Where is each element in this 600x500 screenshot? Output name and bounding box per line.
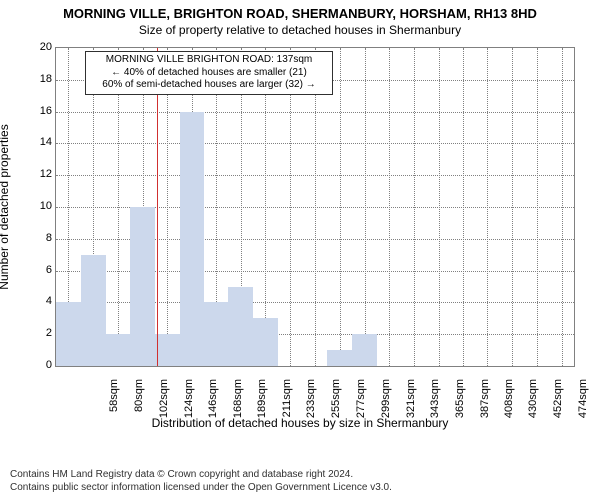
x-tick-label: 387sqm [479,379,491,429]
y-tick-label: 6 [12,264,52,276]
x-tick-label: 408sqm [503,379,515,429]
x-tick-label: 299sqm [380,379,392,429]
gridline-v [487,48,488,366]
x-tick-label: 255sqm [330,379,342,429]
x-tick-label: 343sqm [429,379,441,429]
annotation-line: 60% of semi-detached houses are larger (… [90,79,328,92]
x-tick-label: 277sqm [355,379,367,429]
y-tick-label: 12 [12,168,52,180]
y-tick-label: 2 [12,327,52,339]
gridline-v [118,48,119,366]
histogram-bar [204,302,229,366]
x-tick-label: 430sqm [527,379,539,429]
gridline-v [562,48,563,366]
x-tick-label: 365sqm [454,379,466,429]
y-tick-label: 10 [12,200,52,212]
gridline-v [315,48,316,366]
footer-attribution: Contains HM Land Registry data © Crown c… [10,469,392,494]
y-tick-label: 20 [12,41,52,53]
histogram-bar [81,255,106,366]
footer-line-1: Contains HM Land Registry data © Crown c… [10,469,392,482]
annotation-line: MORNING VILLE BRIGHTON ROAD: 137sqm [90,54,328,67]
x-tick-label: 211sqm [281,379,293,429]
annotation-box: MORNING VILLE BRIGHTON ROAD: 137sqm← 40%… [85,51,333,95]
x-tick-label: 58sqm [108,379,120,429]
x-tick-label: 80sqm [133,379,145,429]
property-marker-line [157,48,158,366]
histogram-bar [180,112,204,366]
y-tick-label: 16 [12,105,52,117]
x-tick-label: 474sqm [577,379,589,429]
x-tick-label: 124sqm [183,379,195,429]
gridline-v [340,48,341,366]
x-tick-label: 146sqm [207,379,219,429]
footer-line-2: Contains public sector information licen… [10,482,392,495]
histogram-bar [56,302,81,366]
chart-area: Number of detached properties Distributi… [0,37,600,432]
x-tick-label: 189sqm [256,379,268,429]
gridline-v [537,48,538,366]
gridline-v [439,48,440,366]
title-main: MORNING VILLE, BRIGHTON ROAD, SHERMANBUR… [0,6,600,21]
y-axis-label: Number of detached properties [0,124,11,289]
gridline-v [389,48,390,366]
gridline-v [167,48,168,366]
gridline-v [414,48,415,366]
annotation-line: ← 40% of detached houses are smaller (21… [90,67,328,80]
x-tick-label: 102sqm [158,379,170,429]
plot-area [55,47,575,367]
histogram-bar [106,334,131,366]
y-tick-label: 4 [12,295,52,307]
x-tick-label: 168sqm [232,379,244,429]
histogram-bar [155,334,180,366]
gridline-v [365,48,366,366]
histogram-bar [130,207,155,366]
y-tick-label: 14 [12,136,52,148]
histogram-bar [228,287,253,367]
gridline-v [463,48,464,366]
histogram-bar [327,350,352,366]
gridline-v [290,48,291,366]
histogram-bar [352,334,377,366]
gridline-v [512,48,513,366]
y-tick-label: 0 [12,359,52,371]
y-tick-label: 18 [12,73,52,85]
x-tick-label: 321sqm [405,379,417,429]
title-sub: Size of property relative to detached ho… [0,23,600,37]
x-tick-label: 233sqm [305,379,317,429]
histogram-bar [253,318,278,366]
y-tick-label: 8 [12,232,52,244]
x-tick-label: 452sqm [552,379,564,429]
